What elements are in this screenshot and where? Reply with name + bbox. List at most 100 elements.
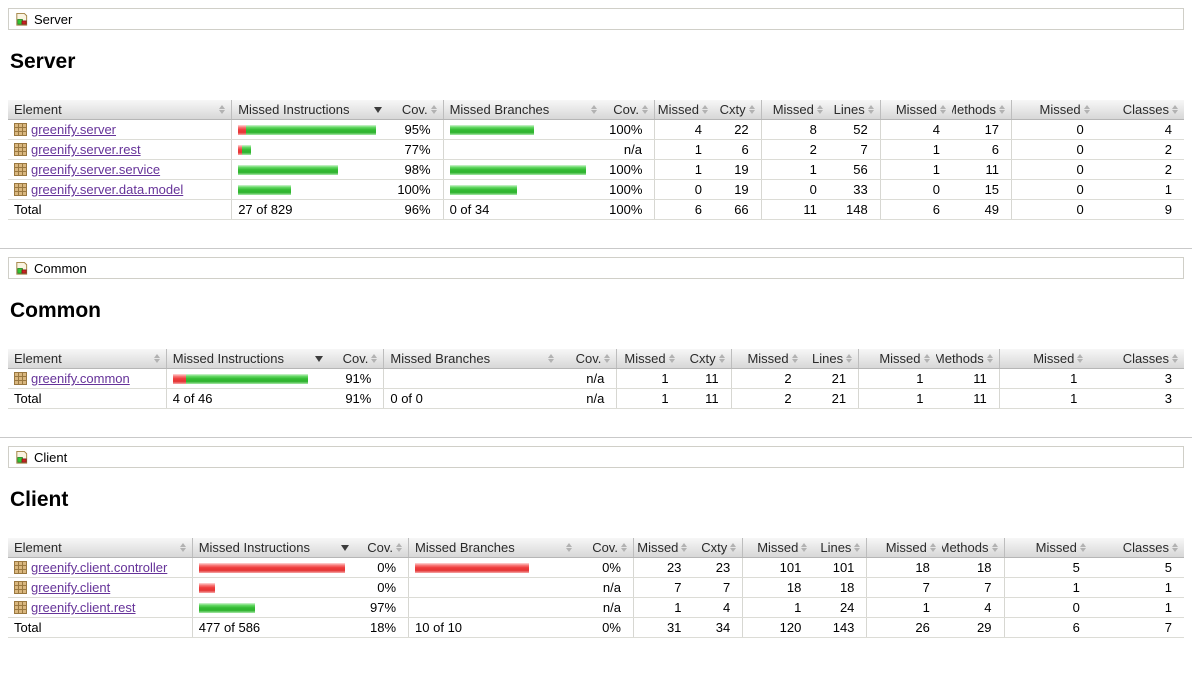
package-icon — [14, 561, 27, 574]
column-header-methods[interactable]: Methods — [935, 349, 1000, 369]
element-cell: greenify.client — [8, 577, 193, 598]
column-header-missed[interactable]: Missed — [866, 538, 942, 558]
column-header-cov-[interactable]: Cov. — [559, 349, 617, 369]
branch-coverage-value: 100% — [603, 159, 655, 180]
total-counter-value: 26 — [866, 617, 942, 638]
package-link[interactable]: greenify.client.controller — [31, 560, 168, 575]
package-link[interactable]: greenify.server.data.model — [31, 182, 184, 197]
package-link[interactable]: greenify.server.rest — [31, 142, 141, 157]
column-header-missed[interactable]: Missed — [730, 349, 804, 369]
sort-icon — [641, 105, 648, 114]
column-header-label: Missed Branches — [415, 540, 515, 555]
missed-branches-bar — [449, 184, 598, 195]
column-header-cxty[interactable]: Cxty — [693, 538, 743, 558]
column-header-cov-[interactable]: Cov. — [328, 349, 384, 369]
column-header-cov-[interactable]: Cov. — [577, 538, 634, 558]
table-row: greenify.client.controller 0% 0% 23 23 101 101… — [8, 557, 1184, 578]
missed-branches-bar — [383, 368, 560, 389]
element-cell: greenify.server.data.model — [8, 179, 232, 200]
column-header-missed[interactable]: Missed — [616, 349, 681, 369]
column-header-missed-branches[interactable]: Missed Branches — [442, 100, 604, 120]
section-divider — [0, 248, 1192, 249]
package-link[interactable]: greenify.server — [31, 122, 117, 137]
instruction-coverage-value: 91% — [328, 368, 384, 389]
counter-value: 21 — [803, 368, 859, 389]
covered-bar-segment — [198, 602, 255, 613]
column-header-missed[interactable]: Missed — [1011, 100, 1096, 120]
column-header-cov-[interactable]: Cov. — [603, 100, 655, 120]
element-cell: greenify.server.rest — [8, 139, 232, 160]
column-header-missed[interactable]: Missed — [760, 100, 829, 120]
missed-instructions-bar — [238, 184, 381, 195]
missed-instructions-bar — [191, 557, 355, 578]
sort-icon — [620, 543, 627, 552]
sort-icon — [1172, 105, 1178, 114]
counter-value: 2 — [1095, 139, 1184, 160]
missed-instructions-bar — [198, 582, 349, 593]
column-header-missed-instructions[interactable]: Missed Instructions — [165, 349, 329, 369]
sort-icon — [1077, 354, 1084, 363]
total-counter-value: 1 — [998, 388, 1090, 409]
column-header-element[interactable]: Element — [8, 538, 193, 558]
missed-branches-bar — [442, 179, 604, 200]
column-header-label: Lines — [833, 102, 865, 117]
column-header-missed[interactable]: Missed — [653, 100, 714, 120]
counter-value: 3 — [1089, 368, 1184, 389]
column-header-lines[interactable]: Lines — [813, 538, 867, 558]
column-header-classes[interactable]: Classes — [1089, 349, 1184, 369]
column-header-label: Methods — [941, 540, 989, 555]
column-header-methods[interactable]: Methods — [952, 100, 1012, 120]
package-icon — [14, 123, 27, 136]
counter-value: 1 — [879, 139, 953, 160]
counter-value: 101 — [742, 557, 814, 578]
column-header-cxty[interactable]: Cxty — [713, 100, 762, 120]
column-header-missed-branches[interactable]: Missed Branches — [383, 349, 560, 369]
column-header-missed[interactable]: Missed — [1003, 538, 1092, 558]
column-header-classes[interactable]: Classes — [1095, 100, 1184, 120]
column-header-label: Lines — [820, 540, 852, 555]
total-counter-value: 3 — [1089, 388, 1184, 409]
column-header-missed[interactable]: Missed — [858, 349, 936, 369]
counter-value: 6 — [713, 139, 762, 160]
counter-value: 11 — [680, 368, 732, 389]
package-icon — [14, 163, 27, 176]
column-header-label: Classes — [1122, 351, 1169, 366]
table-row: greenify.server.service 98% 100% 1 19 1 56 1 11 0… — [8, 159, 1184, 180]
total-counter-value: 7 — [1091, 617, 1184, 638]
column-header-cxty[interactable]: Cxty — [680, 349, 732, 369]
column-header-missed[interactable]: Missed — [742, 538, 814, 558]
package-link[interactable]: greenify.common — [31, 371, 130, 386]
package-link[interactable]: greenify.client.rest — [31, 600, 136, 615]
column-header-element[interactable]: Element — [8, 100, 232, 120]
package-link[interactable]: greenify.client — [31, 580, 111, 595]
column-header-missed-instructions[interactable]: Missed Instructions — [231, 100, 388, 120]
column-header-methods[interactable]: Methods — [941, 538, 1004, 558]
column-header-missed[interactable]: Missed — [879, 100, 953, 120]
column-header-lines[interactable]: Lines — [803, 349, 859, 369]
sort-icon — [1172, 354, 1178, 363]
column-header-element[interactable]: Element — [8, 349, 167, 369]
missed-instructions-bar — [231, 159, 388, 180]
total-instructions: 4 of 46 — [165, 388, 329, 409]
missed-instructions-bar — [191, 577, 355, 598]
column-header-classes[interactable]: Classes — [1091, 538, 1184, 558]
counter-value: 33 — [828, 179, 881, 200]
column-header-missed[interactable]: Missed — [632, 538, 694, 558]
sort-icon — [748, 105, 755, 114]
column-header-cov-[interactable]: Cov. — [355, 538, 409, 558]
missed-branches-bar — [442, 139, 604, 160]
package-link[interactable]: greenify.server.service — [31, 162, 161, 177]
column-header-missed-instructions[interactable]: Missed Instructions — [191, 538, 355, 558]
column-header-cov-[interactable]: Cov. — [387, 100, 444, 120]
column-header-missed-branches[interactable]: Missed Branches — [408, 538, 578, 558]
package-icon — [14, 183, 27, 196]
covered-bar-segment — [242, 144, 252, 155]
counter-value: 1 — [858, 368, 936, 389]
total-instruction-coverage: 91% — [328, 388, 384, 409]
column-header-missed[interactable]: Missed — [998, 349, 1090, 369]
column-header-lines[interactable]: Lines — [828, 100, 881, 120]
column-header-label: Methods — [952, 102, 997, 117]
total-branch-coverage: n/a — [559, 388, 617, 409]
breadcrumb: Client — [8, 446, 1184, 468]
counter-value: 5 — [1091, 557, 1184, 578]
